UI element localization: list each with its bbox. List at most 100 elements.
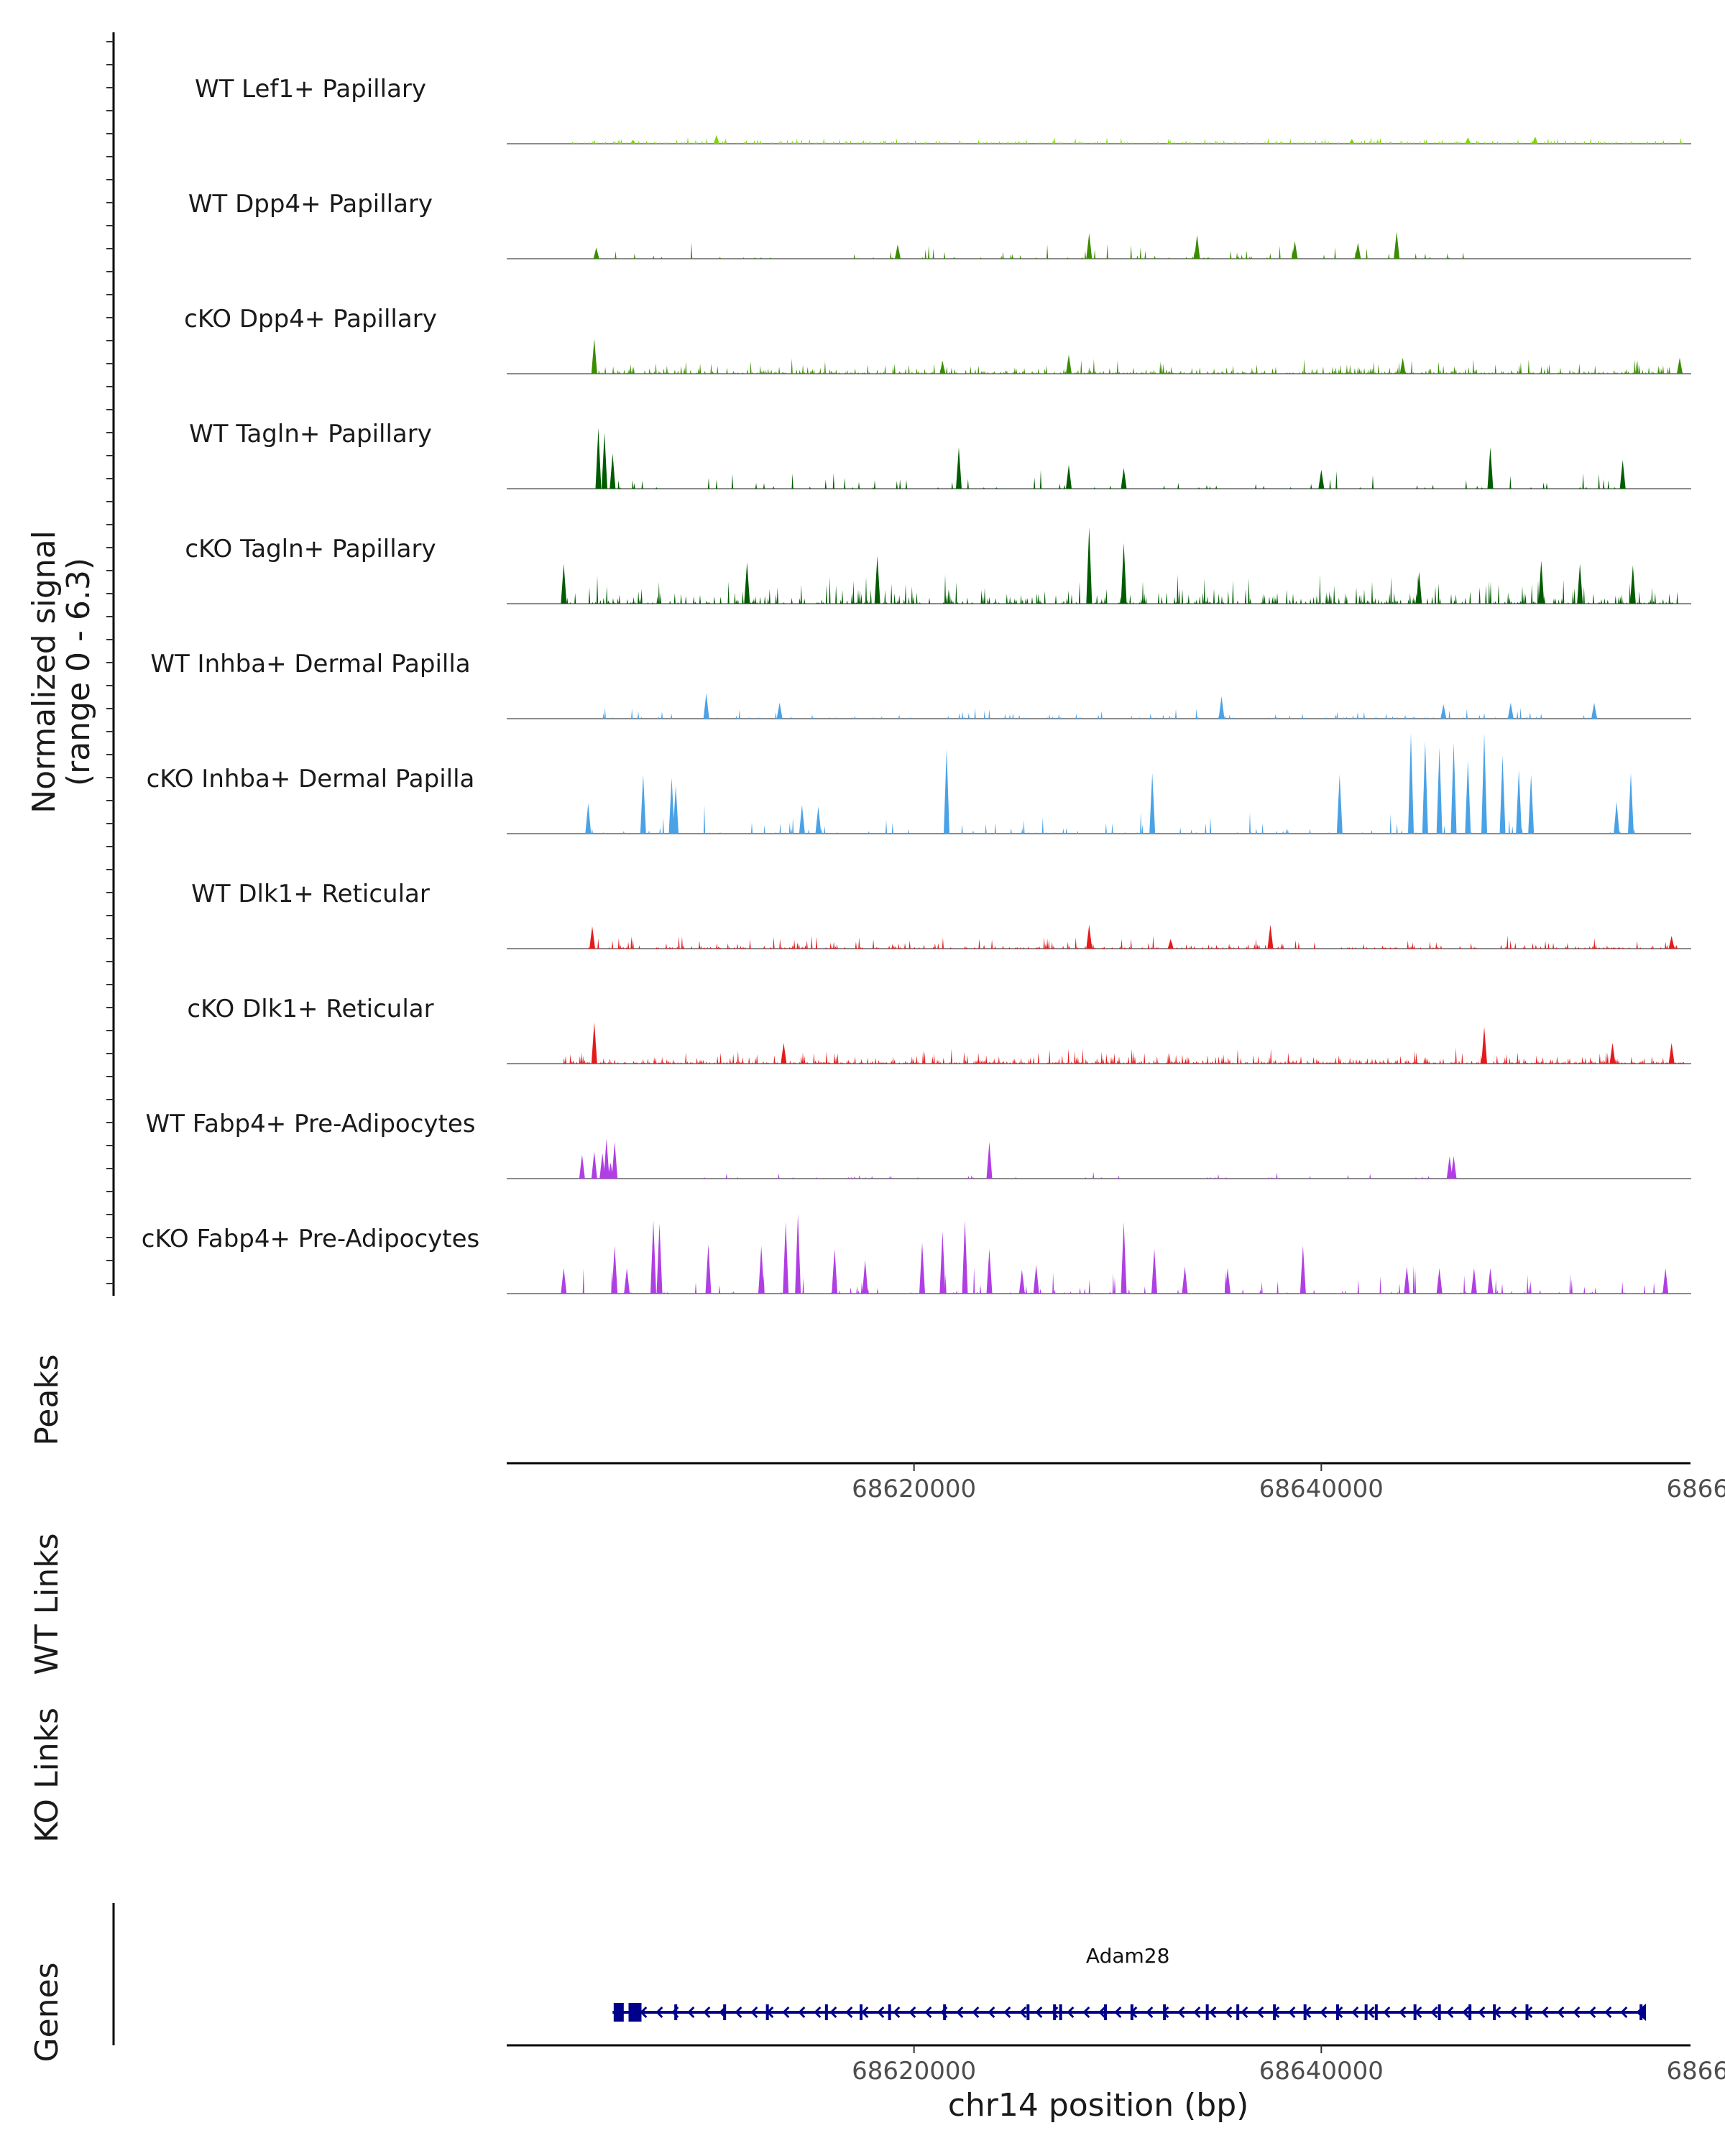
strand-arrow [893,2006,901,2019]
track-peak [1066,354,1072,374]
strand-arrow [972,2006,980,2019]
strand-arrow [1604,2006,1612,2019]
track-5: cKO Tagln+ Papillary [185,527,1691,604]
track-peak [1465,760,1471,834]
wt-links-track-label: WT Links [29,1533,65,1674]
track-peak [1066,464,1072,489]
track-peak [1422,741,1428,834]
exon [1336,2004,1339,2020]
strand-arrow [861,2006,869,2019]
exon [1413,2004,1417,2020]
track-peak [1487,447,1494,489]
peaks-x-tick-label: 68620000 [852,1475,976,1503]
track-label: WT Dpp4+ Papillary [188,190,433,218]
track-9: cKO Dlk1+ Reticular [187,995,1691,1064]
track-peak [591,1151,597,1179]
track-peak [1121,543,1127,604]
exon [1303,2004,1307,2020]
strand-arrow [1509,2006,1517,2019]
track-peak [1267,924,1274,949]
strand-arrow [1241,2006,1248,2019]
exon [765,2004,769,2020]
track-peak [1668,1043,1675,1064]
strand-arrow [1288,2006,1296,2019]
track-10: WT Fabp4+ Pre-Adipocytes [146,1110,1691,1179]
track-peak [612,1141,618,1179]
track-1: WT Lef1+ Papillary [195,75,1691,144]
exon [1374,2004,1378,2020]
exon [860,2004,862,2020]
strand-arrow [1367,2006,1375,2019]
track-peak [799,805,805,834]
track-peak [1086,924,1092,949]
exon [1053,2004,1057,2020]
track-coverage-area [563,1047,1685,1064]
track-peak [1151,1248,1157,1294]
strand-arrow [1557,2006,1565,2019]
peaks-x-tick-label: 68640000 [1259,1475,1384,1503]
track-peak [956,447,962,489]
track-peak [603,1138,610,1179]
track-label: WT Fabp4+ Pre-Adipocytes [146,1110,476,1138]
track-peak [1416,571,1422,604]
track-peak [561,1268,567,1294]
track-coverage-area [703,1171,1453,1179]
track-peak [1481,733,1487,834]
track-peak [561,563,567,604]
track-peak [1662,1268,1669,1294]
track-11: cKO Fabp4+ Pre-Adipocytes [142,1213,1691,1294]
track-peak [599,1153,606,1179]
gene-end-arrow [1636,2004,1646,2021]
signal-y-axis: Normalized signal(range 0 - 6.3) [26,32,115,1296]
track-peak [1394,231,1400,259]
strand-arrow [798,2006,806,2019]
track-peak [862,1260,868,1294]
track-peak [1450,742,1457,834]
track-peak [1677,357,1683,374]
track-peak [1292,241,1298,259]
track-peak [986,1248,993,1294]
track-label: WT Lef1+ Papillary [195,75,426,103]
track-peak [1348,139,1355,144]
exon [888,2004,891,2020]
track-peak [1487,1268,1494,1294]
track-peak [815,806,822,834]
track-coverage-area [615,242,1464,259]
strand-arrow [782,2006,790,2019]
track-peak [602,433,607,489]
track-peak [1121,468,1127,489]
strand-arrow [1430,2006,1438,2019]
strand-arrow [1541,2006,1549,2019]
track-peak [944,749,949,834]
gene-model: Adam28 [612,1944,1646,2022]
exon [674,2004,678,2020]
track-peak [939,1231,946,1294]
strand-arrow [814,2006,822,2019]
track-coverage-area [563,574,1678,604]
track-peak [607,1162,614,1179]
strand-arrow [924,2006,932,2019]
peaks-track-label: Peaks [29,1354,65,1445]
strand-arrow [1098,2006,1106,2019]
genes-x-tick-label: 68660000 [1666,2057,1725,2086]
track-peak [591,338,597,374]
track-label: WT Dlk1+ Reticular [191,880,430,908]
genes-x-tick-label: 68640000 [1259,2057,1384,2086]
strand-arrow [829,2006,837,2019]
signal-tracks: WT Lef1+ Papillary WT Dpp4+ Papillary cKO … [142,75,1691,1294]
track-7: cKO Inhba+ Dermal Papilla [147,733,1691,834]
track-coverage-area [591,804,1635,834]
track-peak [939,361,946,374]
track-coverage-area [571,137,1683,144]
track-peak [668,778,675,834]
track-peak [1167,939,1174,949]
track-peak [595,428,602,489]
genes-x-tick-label: 68620000 [852,2057,976,2086]
track-peak [1609,1043,1616,1064]
y-axis-title-line1: Normalized signal [26,530,63,814]
exon [613,2003,624,2022]
track-peak [1668,936,1675,949]
track-label: cKO Fabp4+ Pre-Adipocytes [142,1225,480,1253]
strand-arrow [656,2006,663,2019]
track-peak [795,1213,801,1294]
